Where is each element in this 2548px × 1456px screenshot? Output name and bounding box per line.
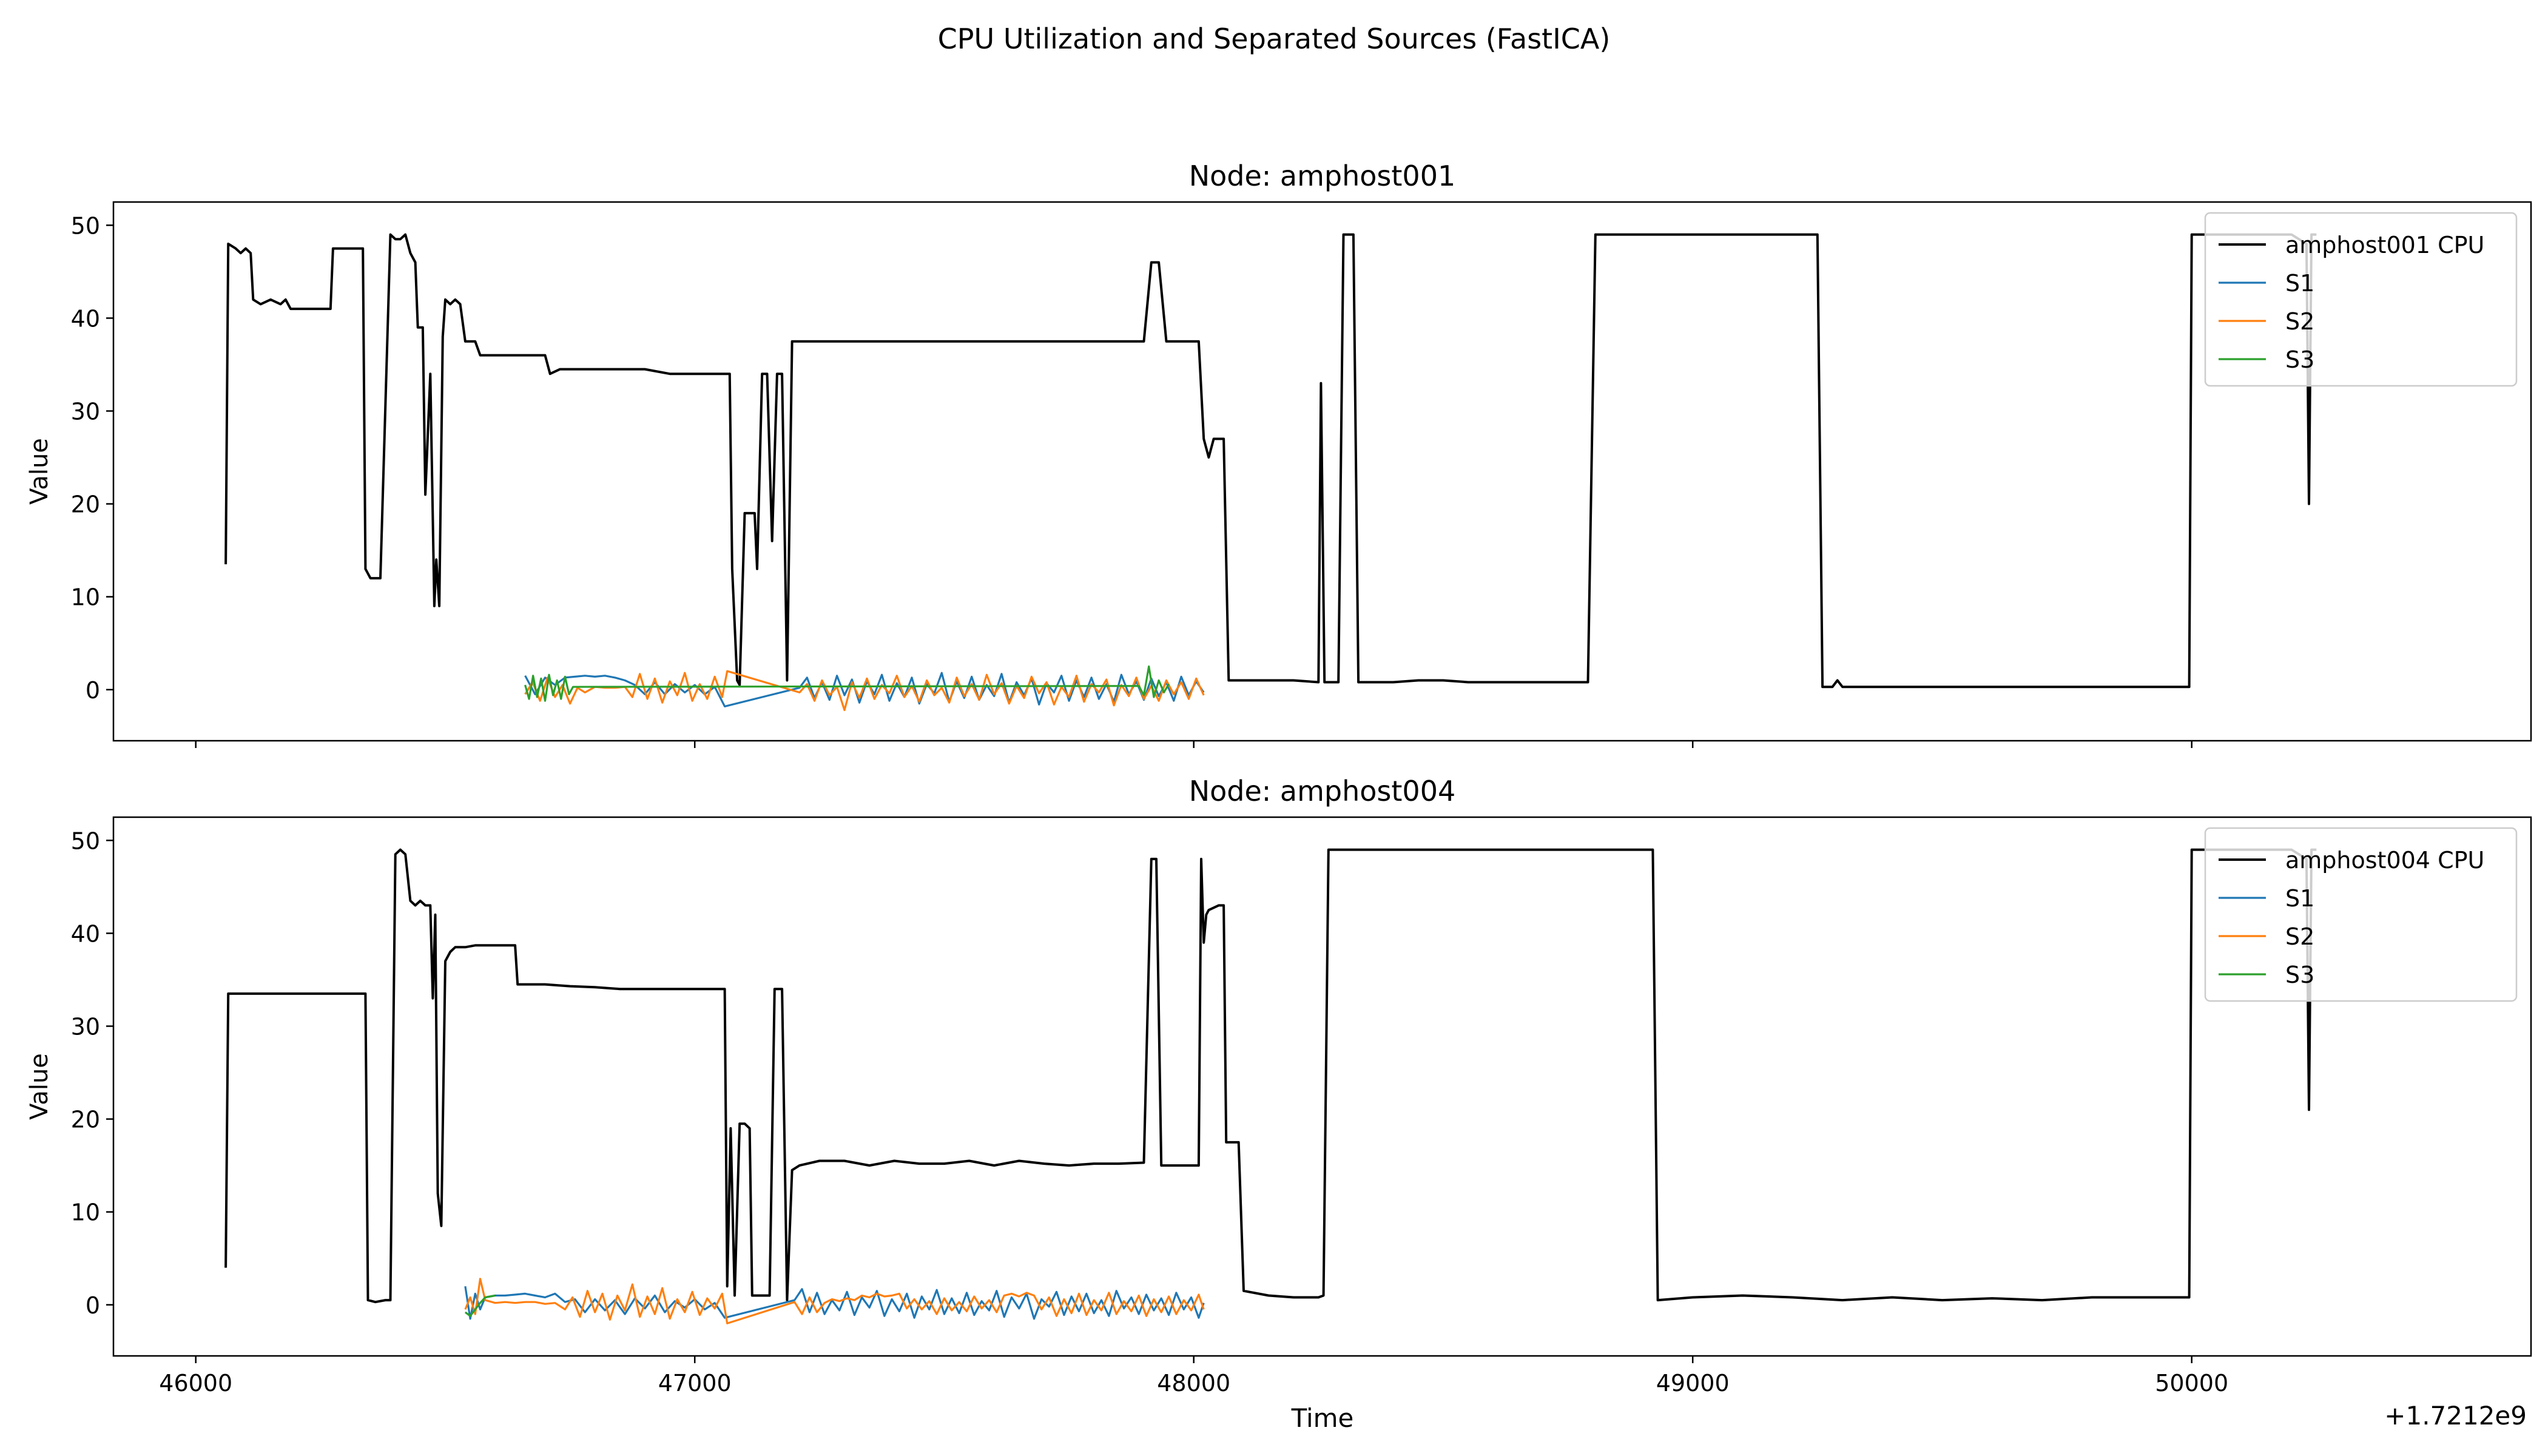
subplot-amphost004: Node: amphost004 Value 0 10 20 30 40 50 46000 470… (25, 775, 2532, 1397)
series-line-s2 (464, 1278, 1205, 1324)
x-tick-label: 47000 (658, 1370, 732, 1397)
series-line-s3 (524, 665, 1170, 702)
series-line-amphost001-cpu (224, 233, 2317, 689)
legend-label: amphost004 CPU (2285, 847, 2484, 874)
y-axis-label: Value (25, 1053, 53, 1120)
legend-label: S1 (2285, 885, 2314, 912)
y-tick-label: 40 (71, 920, 100, 947)
y-tick-label: 30 (71, 398, 100, 425)
x-tick-label: 46000 (159, 1370, 232, 1397)
x-axis-label: Time (1291, 1403, 1354, 1433)
series-line-s3 (464, 1294, 496, 1317)
y-tick-label: 0 (86, 1292, 100, 1319)
y-tick-label: 10 (71, 1199, 100, 1226)
y-tick-label: 30 (71, 1013, 100, 1040)
y-tick-label: 50 (71, 212, 100, 239)
legend-label: amphost001 CPU (2285, 232, 2484, 258)
x-tick-label: 48000 (1157, 1370, 1230, 1397)
legend-label: S2 (2285, 308, 2314, 335)
legend: amphost004 CPU S1 S2 S3 (2204, 827, 2518, 1002)
plot-frame (112, 201, 2532, 742)
subplot-title: Node: amphost004 (1189, 775, 1455, 807)
y-tick-label: 0 (86, 677, 100, 704)
x-tick-label: 49000 (1656, 1370, 1730, 1397)
legend-label: S1 (2285, 270, 2314, 297)
plot-frame (112, 816, 2532, 1357)
series-line-amphost004-cpu (224, 848, 2317, 1304)
y-tick-label: 50 (71, 827, 100, 854)
y-axis-label: Value (25, 438, 53, 505)
y-tick-label: 20 (71, 1107, 100, 1133)
x-offset-label: +1.7212e9 (2384, 1401, 2527, 1431)
x-tick-label: 50000 (2155, 1370, 2228, 1397)
legend-label: S2 (2285, 923, 2314, 950)
legend-box (2204, 827, 2518, 1002)
legend-box (2204, 212, 2518, 387)
legend: amphost001 CPU S1 S2 S3 (2204, 212, 2518, 387)
legend-label: S3 (2285, 962, 2314, 988)
subplot-amphost001: Node: amphost001 Value 0 10 20 30 40 50 amphost0… (25, 160, 2532, 748)
y-tick-label: 10 (71, 584, 100, 611)
series-line-s1 (464, 1286, 1205, 1320)
legend-label: S3 (2285, 346, 2314, 373)
y-tick-label: 40 (71, 305, 100, 332)
subplot-title: Node: amphost001 (1189, 160, 1455, 192)
y-tick-label: 20 (71, 491, 100, 518)
figure-title: CPU Utilization and Separated Sources (F… (938, 22, 1611, 55)
